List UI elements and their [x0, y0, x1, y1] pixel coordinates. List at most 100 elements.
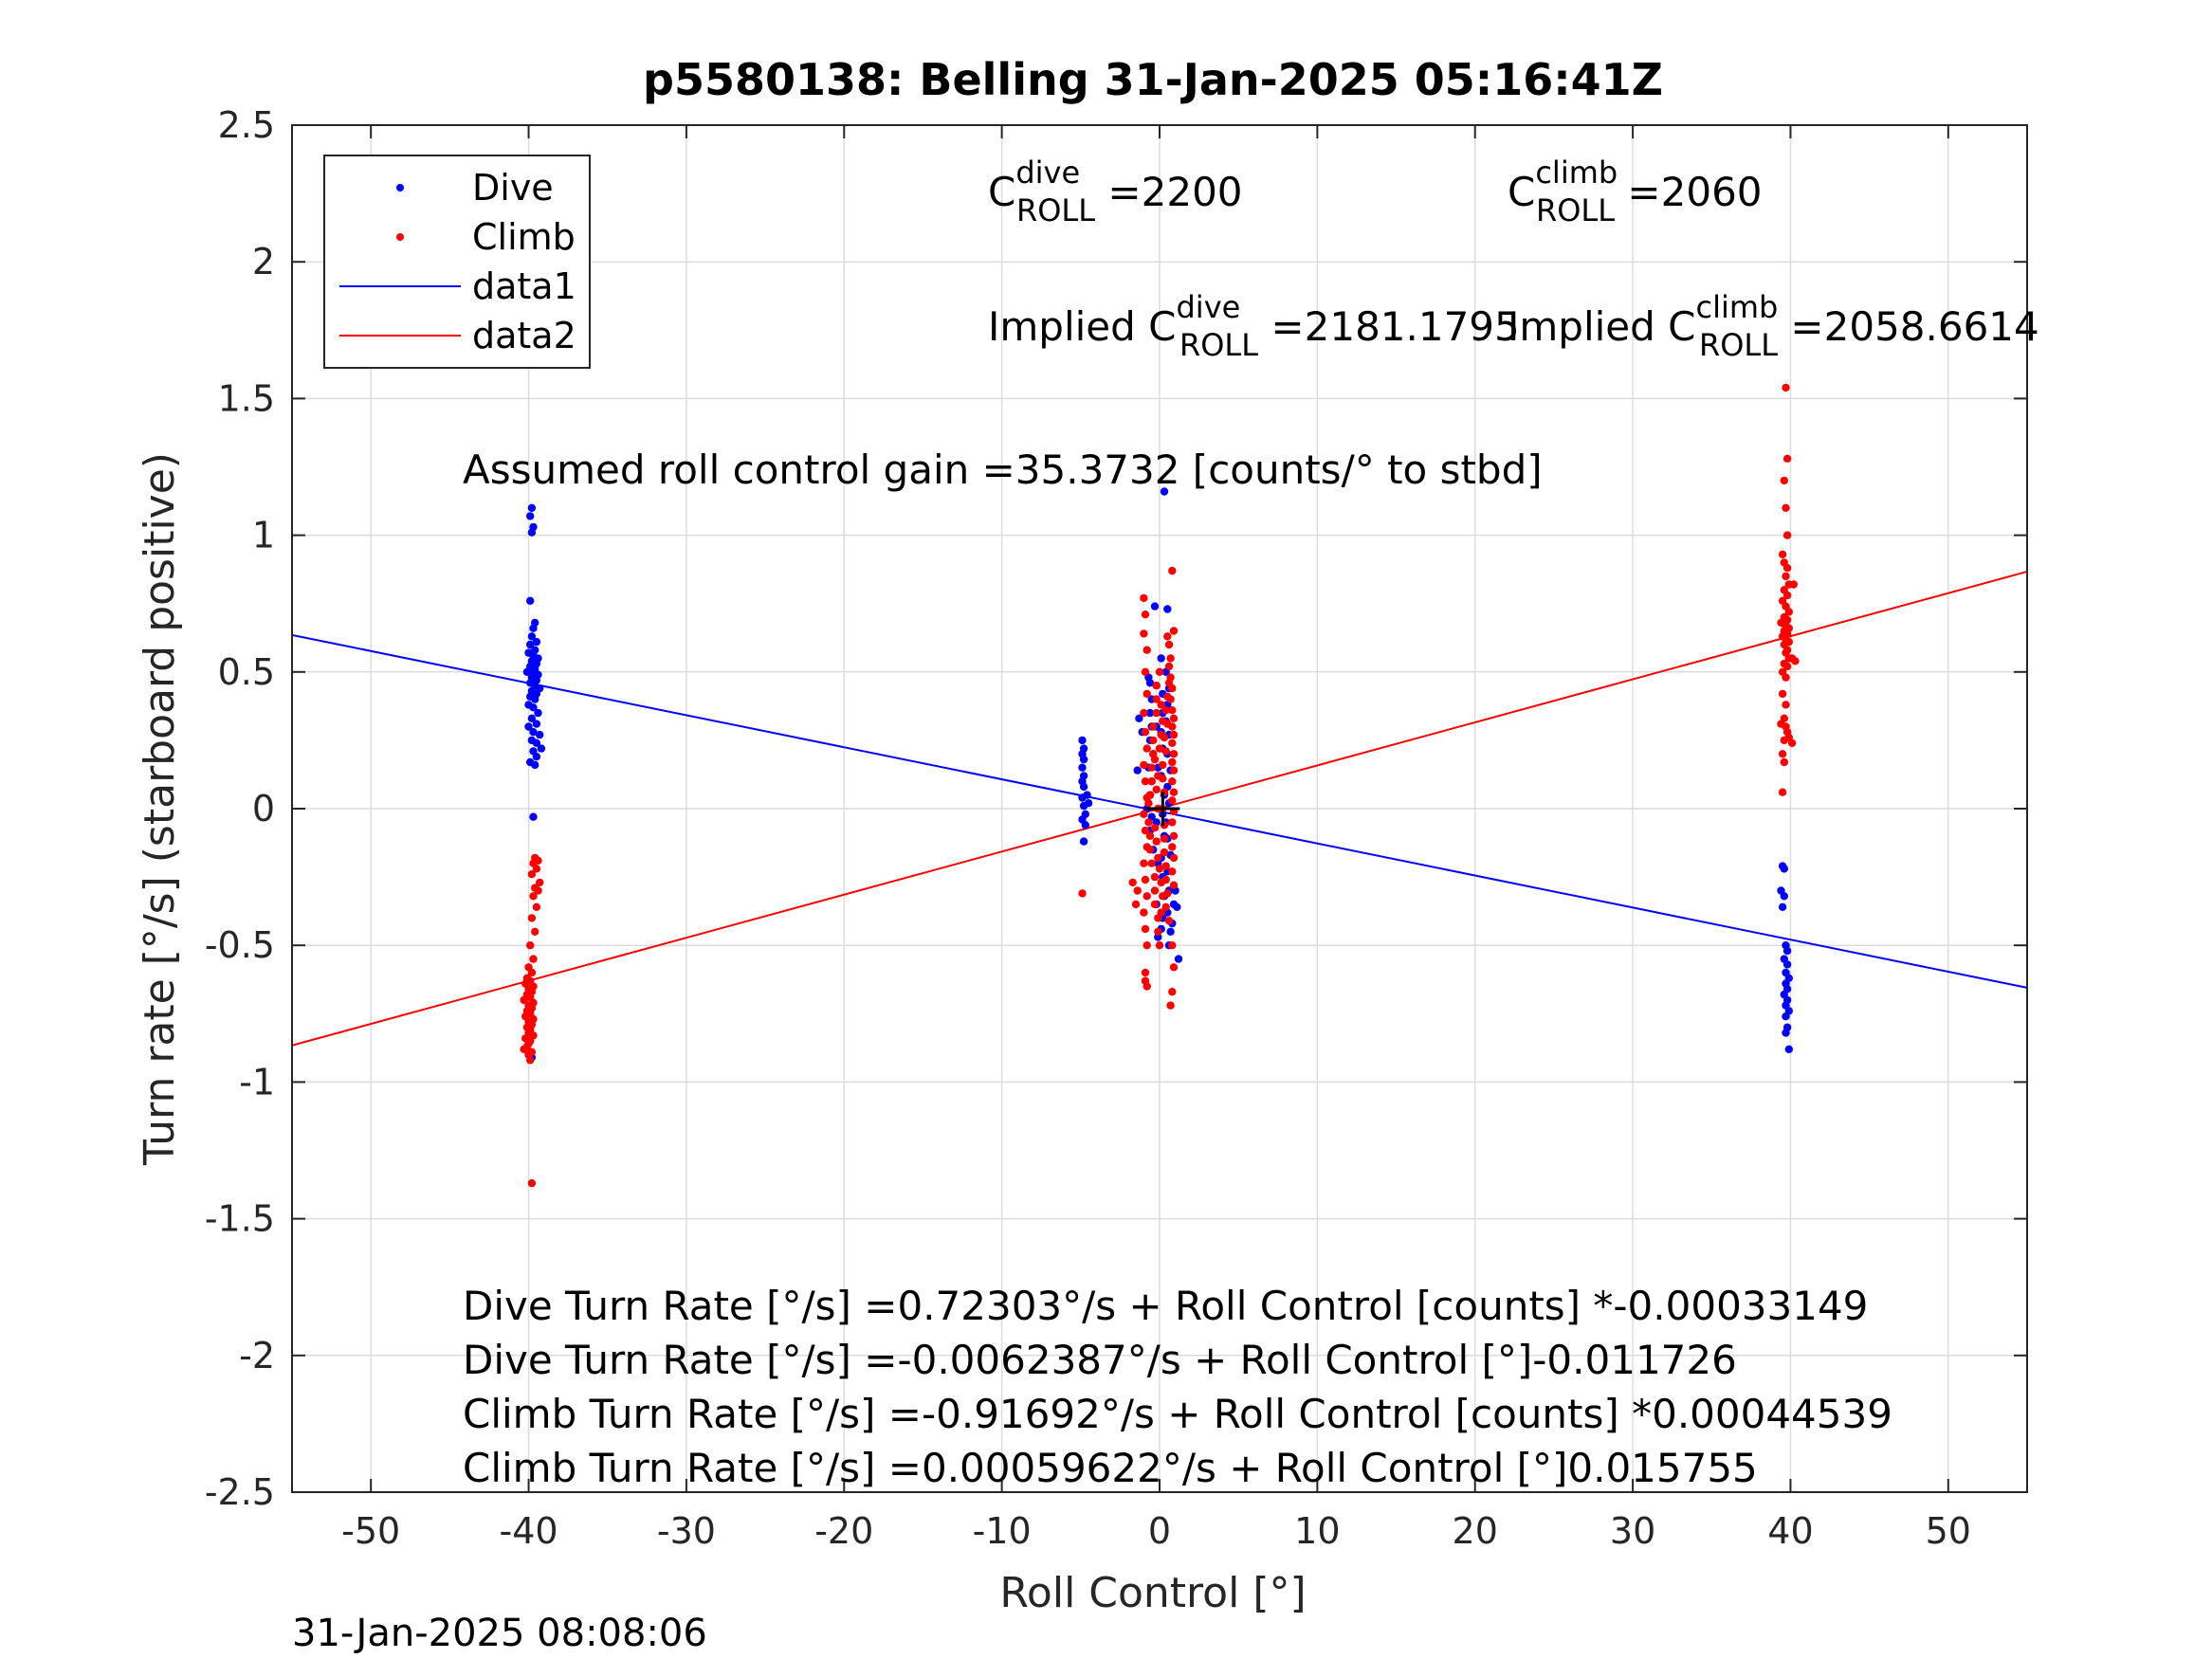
annotations: Cdive ROLL =2200 Cclimb ROLL =2060 Implied… — [463, 155, 2039, 1491]
climb-point — [1161, 862, 1170, 870]
dive-point — [526, 512, 535, 520]
legend-data1-label: data1 — [472, 265, 576, 307]
climb-point — [1164, 917, 1174, 925]
cdive-annotation: Cdive ROLL =2200 — [988, 155, 1243, 228]
climb-point — [1168, 757, 1177, 767]
climb-point — [529, 955, 538, 963]
climb-point — [532, 865, 541, 873]
climb-point — [1169, 963, 1179, 972]
dive-point — [527, 714, 537, 722]
climb-point — [1169, 766, 1179, 775]
climb-point — [1791, 657, 1800, 665]
climb-point — [1147, 763, 1156, 772]
dive-point — [1150, 602, 1160, 611]
climb-point — [1141, 777, 1150, 786]
climb-point — [1141, 976, 1150, 985]
climb-point — [529, 892, 538, 901]
dive-point — [532, 738, 541, 747]
climb-point — [1782, 454, 1792, 463]
dive-point — [529, 728, 538, 737]
climb-point — [1145, 791, 1155, 799]
implied-dive-sub: ROLL — [1179, 327, 1258, 363]
climb-point — [1155, 865, 1164, 873]
climb-point — [1161, 902, 1170, 911]
climb-point — [1169, 881, 1179, 889]
climb-point — [1169, 750, 1179, 758]
cclimb-annotation: Cclimb ROLL =2060 — [1508, 155, 1763, 228]
climb-point — [527, 968, 537, 977]
climb-point — [1152, 682, 1161, 690]
climb-point — [1143, 744, 1151, 753]
implied-climb-sup: climb — [1695, 289, 1778, 325]
y-tick-label: 2 — [252, 241, 275, 283]
climb-point — [1159, 775, 1167, 783]
dive-point — [1782, 960, 1792, 969]
climb-point — [1145, 846, 1155, 854]
dive-point — [1784, 1045, 1794, 1054]
implied-dive-value: =2181.1795 — [1258, 303, 1520, 350]
dive-point — [1173, 902, 1181, 911]
legend-climb-marker — [396, 233, 404, 241]
climb-point — [1141, 611, 1150, 619]
implied-climb-sub: ROLL — [1699, 327, 1778, 363]
climb-point — [1141, 667, 1150, 676]
climb-point — [1140, 708, 1148, 718]
climb-point — [1161, 706, 1170, 715]
climb-point — [1150, 824, 1160, 832]
climb-point — [1168, 777, 1177, 786]
implied-dive-annotation: Implied Cdive ROLL =2181.1795 — [988, 289, 1520, 363]
climb-point — [1782, 591, 1792, 600]
dive-point — [1079, 837, 1088, 846]
cclimb-sup: climb — [1535, 155, 1618, 191]
climb-point — [1161, 747, 1170, 756]
dive-equation-counts: Dive Turn Rate [°/s] =0.72303°/s + Roll … — [463, 1283, 1868, 1329]
climb-point — [1778, 689, 1787, 699]
climb-point — [531, 927, 539, 936]
cdive-sup: dive — [1015, 155, 1080, 191]
climb-point — [1150, 872, 1160, 882]
climb-point — [1141, 924, 1150, 934]
dive-point — [524, 722, 533, 731]
x-tick-label: -10 — [973, 1510, 1032, 1552]
climb-point — [1141, 728, 1150, 737]
cdive-value: =2200 — [1095, 169, 1242, 215]
climb-point — [1140, 629, 1148, 638]
dive-point — [529, 812, 538, 821]
climb-point — [1161, 875, 1170, 884]
climb-point — [1778, 788, 1787, 796]
climb-point — [1164, 640, 1174, 649]
data-points — [520, 383, 1800, 1188]
dive-point — [529, 703, 538, 712]
climb-point — [1160, 733, 1169, 742]
climb-point — [1782, 383, 1790, 392]
legend-box — [323, 155, 591, 369]
dive-point — [526, 596, 535, 605]
climb-point — [1149, 722, 1158, 731]
climb-point — [527, 914, 537, 922]
climb-point — [532, 902, 541, 911]
climb-point — [1140, 859, 1148, 867]
dive-point — [1079, 755, 1088, 764]
dive-point — [526, 640, 535, 649]
dive-point — [532, 720, 541, 728]
climb-point — [1140, 810, 1148, 818]
climb-point — [520, 995, 528, 1005]
dive-point — [1782, 1029, 1790, 1037]
x-tick-label: -20 — [814, 1510, 873, 1552]
climb-point — [520, 1045, 528, 1054]
x-tick-label: -40 — [500, 1510, 558, 1552]
climb-point — [1140, 908, 1148, 917]
dive-point — [1145, 708, 1155, 718]
cdive-base: C — [988, 169, 1015, 215]
climb-point — [1160, 834, 1169, 843]
climb-point — [1131, 900, 1141, 909]
climb-point — [1147, 859, 1156, 867]
climb-point — [1145, 831, 1155, 840]
climb-point — [1128, 878, 1137, 887]
implied-climb-base: Implied C — [1508, 303, 1695, 350]
legend-dive-marker — [396, 184, 404, 191]
x-tick-label: 0 — [1148, 1510, 1171, 1552]
climb-point — [1155, 667, 1164, 676]
climb-point — [1782, 701, 1790, 709]
